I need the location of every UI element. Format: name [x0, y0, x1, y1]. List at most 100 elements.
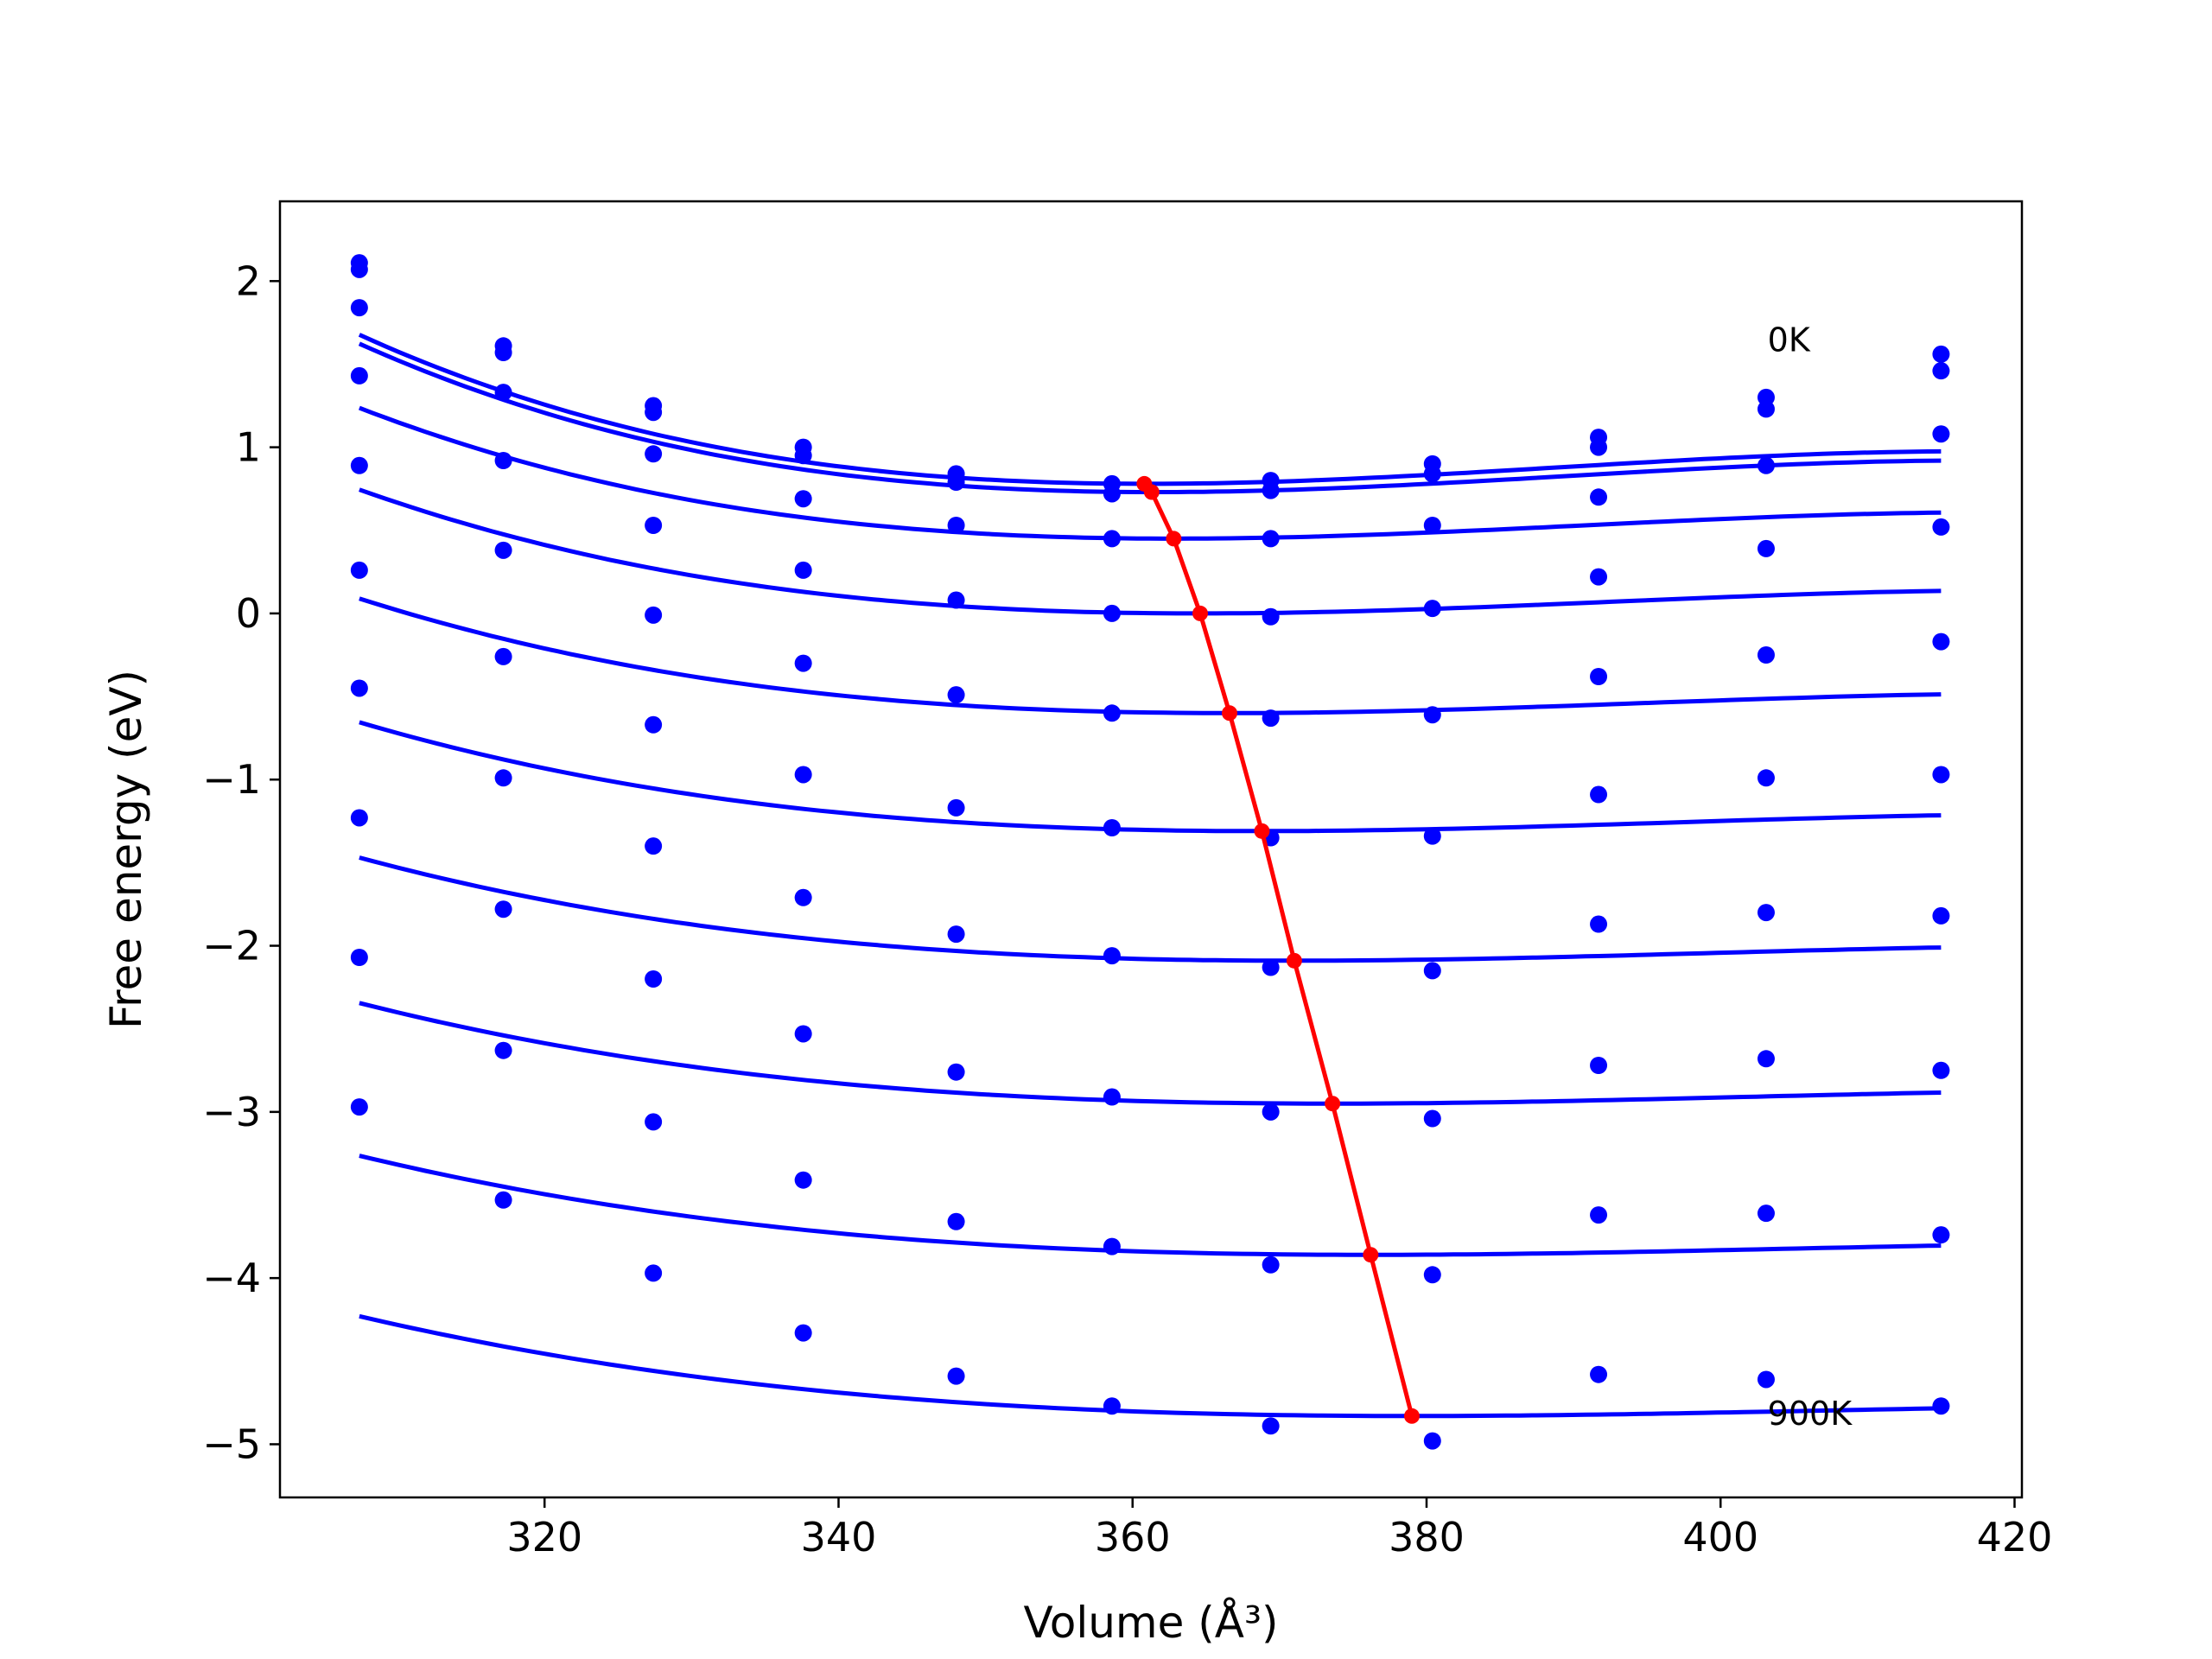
data-point — [1932, 518, 1950, 536]
data-point — [794, 447, 812, 465]
data-point — [794, 766, 812, 784]
equilibrium-point — [1363, 1247, 1379, 1263]
data-point — [645, 445, 663, 463]
data-point — [645, 837, 663, 855]
data-point — [1103, 485, 1121, 503]
data-point — [1590, 668, 1608, 685]
data-point — [1103, 530, 1121, 548]
y-tick-label: −4 — [202, 1255, 261, 1301]
fit-curve-6 — [359, 720, 1942, 834]
data-point — [794, 654, 812, 672]
data-point — [1590, 915, 1608, 933]
data-point — [645, 715, 663, 734]
data-points — [350, 254, 1950, 1450]
data-point — [1103, 704, 1121, 722]
x-tick-label: 340 — [801, 1514, 877, 1560]
data-point — [494, 344, 512, 361]
data-point — [1262, 607, 1280, 626]
data-point — [1757, 1370, 1775, 1389]
data-point — [1423, 1432, 1441, 1450]
data-point — [645, 517, 663, 534]
data-point — [1423, 465, 1441, 483]
data-point — [947, 591, 965, 609]
equilibrium-point — [1254, 823, 1270, 839]
data-point — [1262, 1417, 1280, 1435]
data-point — [350, 260, 368, 278]
fit-curve-5 — [359, 596, 1942, 715]
y-tick-label: 1 — [236, 424, 261, 471]
data-point — [645, 1264, 663, 1282]
data-point — [794, 561, 812, 579]
fit-curve-1 — [358, 333, 1942, 486]
data-point — [645, 404, 663, 422]
data-point — [794, 888, 812, 906]
data-point — [1932, 1397, 1950, 1415]
data-point — [350, 1098, 368, 1116]
data-point — [1262, 1103, 1280, 1121]
x-tick-label: 420 — [1977, 1514, 2053, 1560]
data-point — [1423, 706, 1441, 724]
data-point — [1590, 488, 1608, 506]
x-tick-label: 400 — [1682, 1514, 1758, 1560]
data-point — [1757, 400, 1775, 418]
temperature-annotation: 0K — [1768, 321, 1811, 359]
equilibrium-point — [1325, 1096, 1341, 1112]
data-point — [1757, 769, 1775, 787]
y-tick-label: 0 — [236, 590, 261, 637]
data-point — [947, 517, 965, 534]
equilibrium-line — [1142, 482, 1414, 1417]
data-point — [1423, 1109, 1441, 1128]
data-point — [947, 925, 965, 944]
data-point — [1262, 958, 1280, 976]
data-point — [1103, 604, 1121, 622]
data-point — [1103, 947, 1121, 965]
y-tick-label: −1 — [202, 756, 261, 803]
data-point — [1423, 962, 1441, 980]
data-point — [1590, 785, 1608, 804]
data-point — [1423, 517, 1441, 534]
x-axis-ticks: 320 340 360 380 400 420 — [506, 1497, 2052, 1560]
data-point — [1590, 1365, 1608, 1383]
data-point — [645, 970, 663, 988]
data-point — [350, 949, 368, 966]
temperature-annotation: 900K — [1768, 1395, 1853, 1433]
y-axis-ticks: 2 1 0 −1 −2 −3 −4 −5 — [202, 257, 280, 1467]
data-point — [1262, 530, 1280, 548]
data-point — [794, 1025, 812, 1043]
equilibrium-curve — [1136, 475, 1420, 1424]
data-point — [494, 1191, 512, 1209]
x-tick-label: 320 — [506, 1514, 582, 1560]
data-point — [350, 366, 368, 385]
data-point — [1590, 1206, 1608, 1224]
data-point — [494, 541, 512, 559]
data-point — [1423, 600, 1441, 618]
equilibrium-point — [1166, 531, 1182, 547]
data-point — [1932, 425, 1950, 443]
data-point — [350, 809, 368, 827]
data-point — [494, 769, 512, 787]
data-point — [1262, 1255, 1280, 1274]
x-tick-label: 380 — [1389, 1514, 1465, 1560]
data-point — [350, 679, 368, 697]
fit-curve-4 — [359, 487, 1942, 616]
data-point — [1932, 345, 1950, 363]
data-point — [1932, 632, 1950, 651]
data-point — [794, 490, 812, 508]
data-point — [1932, 1061, 1950, 1079]
data-point — [1757, 1050, 1775, 1068]
fit-curve-7 — [359, 855, 1942, 963]
annotations: 0K 900K — [1768, 321, 1853, 1433]
data-point — [1103, 1397, 1121, 1415]
data-point — [794, 1171, 812, 1189]
y-tick-label: −5 — [202, 1421, 261, 1467]
fit-curve-9 — [359, 1154, 1942, 1257]
data-point — [947, 1367, 965, 1385]
data-point — [1590, 438, 1608, 456]
data-point — [350, 456, 368, 474]
plot-frame — [278, 200, 2024, 1499]
x-tick-label: 360 — [1095, 1514, 1171, 1560]
data-point — [947, 1063, 965, 1081]
data-point — [494, 452, 512, 469]
data-point — [645, 1113, 663, 1131]
